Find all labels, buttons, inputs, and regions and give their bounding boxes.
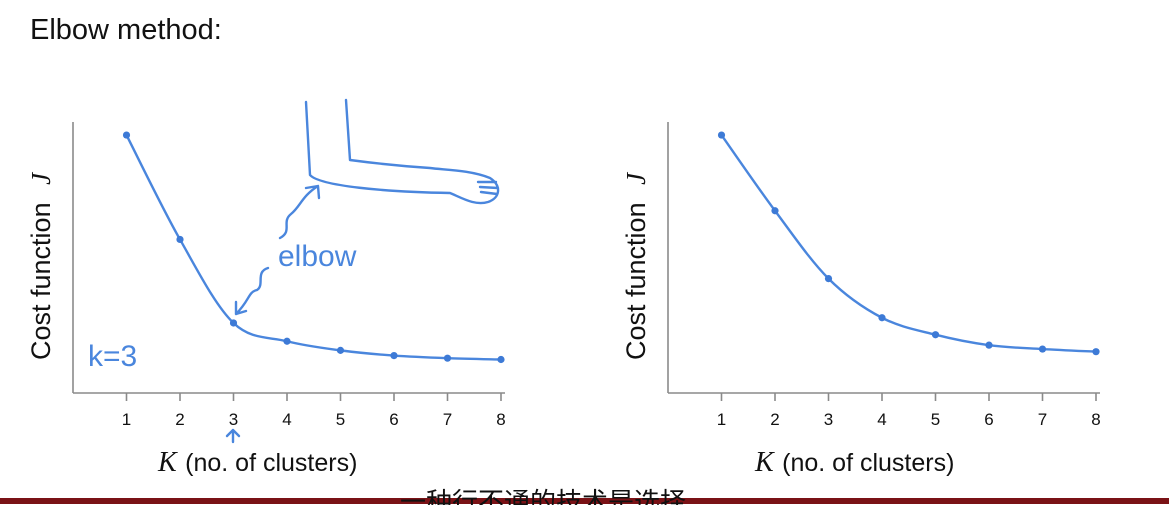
data-point [336, 346, 345, 354]
data-point [1092, 348, 1100, 356]
data-point [443, 354, 452, 362]
data-point [717, 131, 726, 139]
y-axis-label: Cost function J [26, 171, 56, 360]
data-point [931, 331, 940, 339]
data-point [824, 275, 833, 283]
x-tick-label: 5 [336, 410, 345, 429]
x-tick-label: 3 [824, 410, 833, 429]
y-axis-label-symbol: J [621, 171, 651, 185]
video-subtitle: 一种行不通的技术是选择 [400, 488, 687, 505]
x-tick-label: 6 [389, 410, 398, 429]
y-axis-label-text: Cost function [26, 202, 56, 360]
x-tick-label: 6 [984, 410, 993, 429]
data-point [878, 314, 886, 322]
data-point [176, 235, 184, 244]
x-tick-label: 2 [770, 410, 779, 429]
data-point [122, 131, 131, 139]
arm-sketch [304, 98, 500, 205]
subtitle-bar [0, 498, 1169, 504]
svg-text:Cost function J: Cost function J [621, 171, 651, 360]
data-point [1038, 345, 1047, 353]
x-tick-label: 7 [1038, 410, 1047, 429]
x-tick-label: 2 [175, 410, 184, 429]
cost-curve [720, 133, 1098, 353]
data-point [283, 337, 291, 345]
k3-arrow [225, 428, 241, 444]
data-point [497, 355, 505, 364]
k-equals-annotation: k=3 [88, 340, 137, 373]
svg-text:Cost function J: Cost function J [26, 171, 56, 360]
y-axis-label: Cost function J [621, 171, 651, 360]
elbow-chart-right: Cost function J 1 2 3 4 5 6 7 8 K (no. of clust… [621, 122, 1101, 478]
x-tick-label: 8 [1091, 410, 1100, 429]
x-axis-label-symbol: K [157, 447, 178, 478]
data-point [229, 319, 238, 327]
x-axis-label: K (no. of clusters) [157, 447, 357, 478]
data-point [390, 351, 398, 360]
x-tick-label: 3 [229, 410, 238, 429]
x-tick-label: 1 [122, 410, 131, 429]
x-tick-label: 4 [877, 410, 886, 429]
x-axis-label-text: (no. of clusters) [185, 449, 357, 477]
data-point [985, 341, 993, 349]
slide-title: Elbow method: [30, 14, 222, 46]
x-tick-label: 1 [717, 410, 726, 429]
elbow-annotation: elbow [278, 240, 357, 273]
x-axis-label-symbol: K [754, 447, 775, 478]
data-point [771, 207, 779, 215]
x-tick-label: 4 [282, 410, 291, 429]
x-axis-label-text: (no. of clusters) [782, 449, 954, 477]
y-axis-label-text: Cost function [621, 202, 651, 360]
elbow-arrow-down [234, 266, 270, 316]
elbow-arrow-up [278, 184, 321, 240]
x-tick-label: 5 [931, 410, 940, 429]
y-axis-label-symbol: J [26, 171, 56, 185]
x-axis-label: K (no. of clusters) [754, 447, 954, 478]
elbow-chart-left: Cost function J 1 2 3 4 5 6 7 8 elbow k=3 K (no… [26, 98, 506, 478]
x-tick-label: 8 [496, 410, 505, 429]
x-tick-label: 7 [443, 410, 452, 429]
